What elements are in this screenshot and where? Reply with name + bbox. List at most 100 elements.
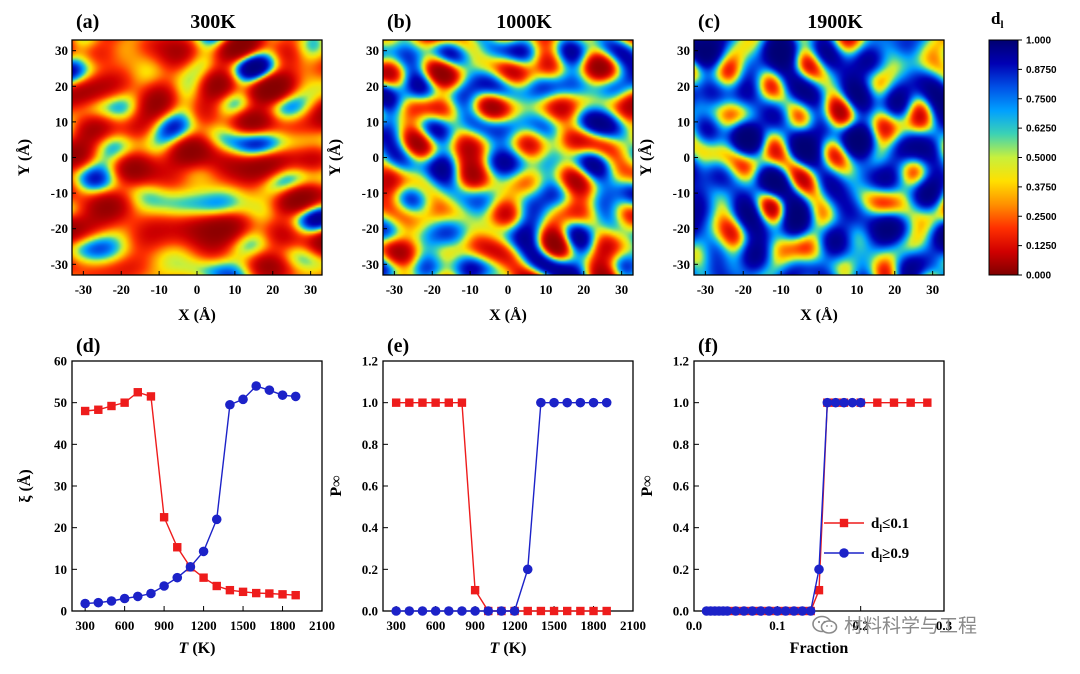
y-tick-label: -10 bbox=[51, 186, 68, 201]
data-point bbox=[549, 606, 559, 616]
x-axis-label: T (K) bbox=[179, 640, 216, 657]
data-point bbox=[264, 385, 275, 395]
y-axis-label: Y (Å) bbox=[637, 139, 655, 176]
y-tick-label: 20 bbox=[55, 79, 68, 94]
data-point bbox=[523, 606, 532, 616]
x-tick-label: -30 bbox=[386, 282, 403, 297]
y-tick-label: -30 bbox=[51, 257, 68, 272]
data-point bbox=[470, 585, 480, 595]
colorbar-tick-label: 1.000 bbox=[1026, 36, 1051, 47]
data-point bbox=[483, 606, 494, 616]
series-line bbox=[396, 401, 607, 612]
x-tick-label: -10 bbox=[772, 282, 789, 297]
data-point bbox=[589, 606, 598, 616]
data-point bbox=[198, 546, 209, 557]
y-tick-label: 30 bbox=[54, 479, 67, 494]
panel-title: 1000K bbox=[496, 11, 552, 33]
y-tick-label: 1.2 bbox=[673, 354, 689, 369]
line-panel: (f) 0.0 0.1 0.2 0.3 0.0 0.2 0.4 0.6 0.8 1.0 1.2 Frac… bbox=[639, 335, 953, 657]
x-tick-label: 1800 bbox=[270, 618, 296, 633]
y-tick-label: 20 bbox=[366, 79, 379, 94]
legend-label: dl≥0.9 bbox=[871, 546, 909, 565]
y-tick-label: 10 bbox=[55, 114, 68, 129]
data-point bbox=[431, 398, 440, 407]
y-tick-label: 20 bbox=[54, 520, 67, 535]
y-tick-label: 10 bbox=[677, 114, 690, 129]
data-point bbox=[562, 397, 573, 408]
colorbar-tick-label: 0.8750 bbox=[1026, 65, 1057, 76]
y-tick-label: -20 bbox=[362, 221, 379, 236]
colorbar-tick-label: 0.000 bbox=[1026, 271, 1051, 282]
data-point bbox=[730, 606, 741, 616]
data-point bbox=[225, 585, 235, 595]
x-tick-label: 0 bbox=[816, 282, 823, 297]
y-tick-label: 0 bbox=[373, 150, 380, 165]
x-tick-label: -20 bbox=[735, 282, 752, 297]
heatmap-panel: (c) 1900K -30 -20 -10 0 10 20 30 30 20 10 0 -10 -20 -30… bbox=[637, 11, 945, 324]
data-point bbox=[211, 514, 222, 525]
data-point bbox=[225, 399, 235, 410]
y-tick-label: 50 bbox=[54, 395, 67, 410]
data-point bbox=[291, 590, 300, 600]
data-point bbox=[722, 606, 733, 616]
x-tick-label: 10 bbox=[850, 282, 863, 297]
x-tick-label: 0.0 bbox=[686, 618, 702, 633]
y-tick-label: 1.0 bbox=[673, 395, 689, 410]
data-point bbox=[805, 606, 816, 616]
data-point bbox=[418, 398, 427, 407]
x-tick-label: 1500 bbox=[541, 618, 567, 633]
data-point bbox=[430, 606, 441, 616]
y-tick-label: 0.8 bbox=[673, 437, 690, 452]
legend: dl≤0.1 dl≥0.9 bbox=[824, 516, 909, 565]
data-point bbox=[601, 397, 612, 408]
data-point bbox=[444, 398, 453, 407]
data-point bbox=[417, 606, 428, 616]
y-tick-label: 0.0 bbox=[673, 604, 689, 619]
x-tick-label: 20 bbox=[577, 282, 590, 297]
x-tick-label: 600 bbox=[426, 618, 446, 633]
data-point bbox=[146, 588, 156, 599]
data-point bbox=[830, 397, 841, 408]
data-point bbox=[173, 543, 182, 552]
data-point bbox=[822, 397, 833, 408]
data-point bbox=[814, 564, 824, 575]
series-line bbox=[710, 401, 928, 612]
x-tick-label: 1800 bbox=[581, 618, 607, 633]
data-point bbox=[588, 397, 599, 408]
y-axis-label: Y (Å) bbox=[15, 139, 33, 176]
y-tick-label: 40 bbox=[54, 437, 67, 452]
data-point bbox=[238, 394, 248, 405]
x-tick-label: 0 bbox=[194, 282, 201, 297]
data-point bbox=[212, 581, 221, 591]
data-point bbox=[94, 405, 103, 414]
legend-marker bbox=[839, 548, 849, 558]
data-point bbox=[906, 398, 915, 407]
data-point bbox=[470, 606, 480, 616]
data-point bbox=[889, 398, 899, 407]
y-tick-label: 10 bbox=[366, 114, 379, 129]
colorbar-tick-label: 0.3750 bbox=[1026, 182, 1057, 193]
data-point bbox=[747, 606, 758, 616]
data-point bbox=[789, 606, 799, 616]
heatmap-panel: (a) 300K -30 -20 -10 0 10 20 30 30 20 10 0 -10 -20 -30 X… bbox=[15, 11, 323, 324]
y-tick-label: 1.0 bbox=[362, 395, 378, 410]
y-tick-label: 0.4 bbox=[673, 520, 690, 535]
data-point bbox=[764, 606, 774, 616]
panel-title: 300K bbox=[190, 11, 236, 33]
y-tick-label: -20 bbox=[51, 221, 68, 236]
data-point bbox=[797, 606, 808, 616]
data-point bbox=[391, 398, 401, 407]
y-tick-label: 0 bbox=[62, 150, 69, 165]
y-tick-label: -20 bbox=[673, 221, 690, 236]
data-point bbox=[278, 590, 287, 599]
y-tick-label: 0 bbox=[684, 150, 691, 165]
panel-label: (d) bbox=[76, 335, 100, 357]
x-tick-label: 0.1 bbox=[769, 618, 785, 633]
y-tick-label: 30 bbox=[55, 43, 68, 58]
data-point bbox=[391, 606, 401, 616]
x-tick-label: 1200 bbox=[502, 618, 528, 633]
colorbar-tick-label: 0.7500 bbox=[1026, 94, 1057, 105]
y-tick-label: -10 bbox=[362, 186, 379, 201]
data-point bbox=[172, 572, 183, 583]
y-tick-label: 60 bbox=[54, 354, 67, 369]
